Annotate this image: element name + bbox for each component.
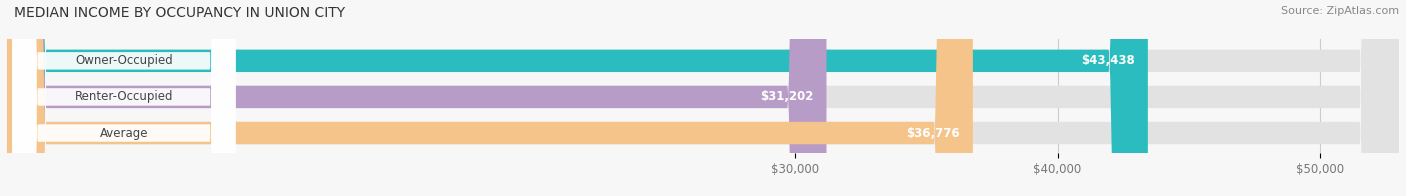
FancyBboxPatch shape — [7, 0, 1147, 196]
Text: MEDIAN INCOME BY OCCUPANCY IN UNION CITY: MEDIAN INCOME BY OCCUPANCY IN UNION CITY — [14, 6, 346, 20]
Text: Average: Average — [100, 127, 148, 140]
FancyBboxPatch shape — [7, 0, 1399, 196]
FancyBboxPatch shape — [7, 0, 973, 196]
FancyBboxPatch shape — [7, 0, 1399, 196]
FancyBboxPatch shape — [13, 0, 236, 196]
Text: $36,776: $36,776 — [905, 127, 960, 140]
FancyBboxPatch shape — [7, 0, 827, 196]
Text: Source: ZipAtlas.com: Source: ZipAtlas.com — [1281, 6, 1399, 16]
Text: $43,438: $43,438 — [1081, 54, 1135, 67]
Text: Renter-Occupied: Renter-Occupied — [75, 90, 173, 103]
FancyBboxPatch shape — [7, 0, 1399, 196]
FancyBboxPatch shape — [13, 0, 236, 196]
Text: Owner-Occupied: Owner-Occupied — [75, 54, 173, 67]
FancyBboxPatch shape — [13, 0, 236, 196]
Text: $31,202: $31,202 — [761, 90, 813, 103]
